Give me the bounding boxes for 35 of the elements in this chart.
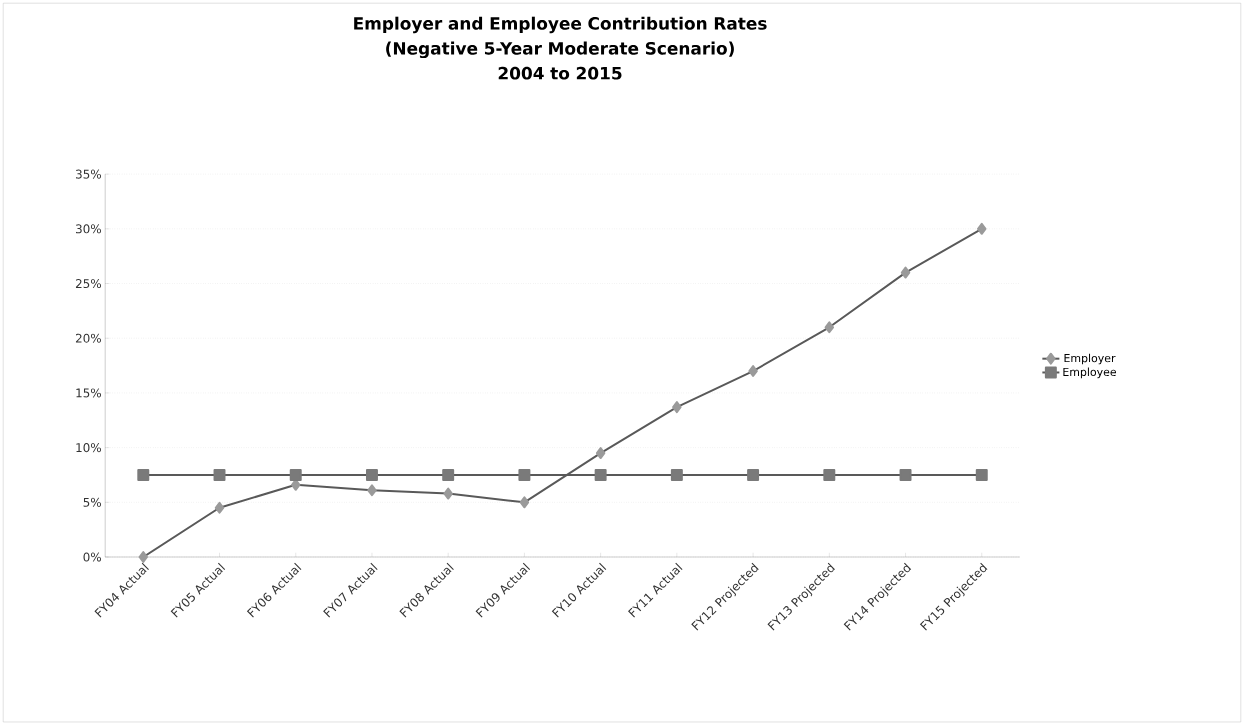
point (442, 468, 455, 481)
point (443, 487, 453, 500)
chart-title: Employer and Employee Contribution Rates (354, 16, 767, 34)
point (519, 496, 530, 509)
point (899, 468, 912, 481)
point (672, 401, 682, 414)
point (977, 222, 987, 235)
point (748, 364, 758, 377)
y-tick-label: 0% (83, 552, 101, 562)
point (214, 501, 225, 514)
point (900, 266, 911, 279)
point (595, 447, 606, 459)
point (594, 468, 607, 481)
y-tick-label: 10% (76, 443, 101, 453)
point (975, 468, 988, 481)
point (213, 468, 226, 481)
point (824, 321, 835, 334)
point (518, 468, 531, 481)
point (137, 468, 150, 481)
point (367, 484, 377, 497)
legend-label: Employer (1064, 353, 1116, 365)
y-tick-label: 35% (76, 169, 101, 179)
y-tick-label: 5% (83, 497, 101, 507)
point (138, 550, 149, 563)
point (823, 468, 836, 481)
point (670, 468, 683, 481)
y-tick-label: 30% (76, 224, 101, 234)
chart-subtitle: (Negative 5-Year Moderate Scenario) 2004 to 2015 (386, 41, 734, 80)
point (365, 468, 378, 481)
y-tick-label: 25% (75, 278, 101, 288)
point (289, 468, 302, 481)
point (747, 468, 760, 481)
legend-label: Employee (1063, 367, 1117, 379)
y-tick-label: 15% (76, 388, 101, 398)
y-tick-label: 20% (75, 333, 101, 343)
